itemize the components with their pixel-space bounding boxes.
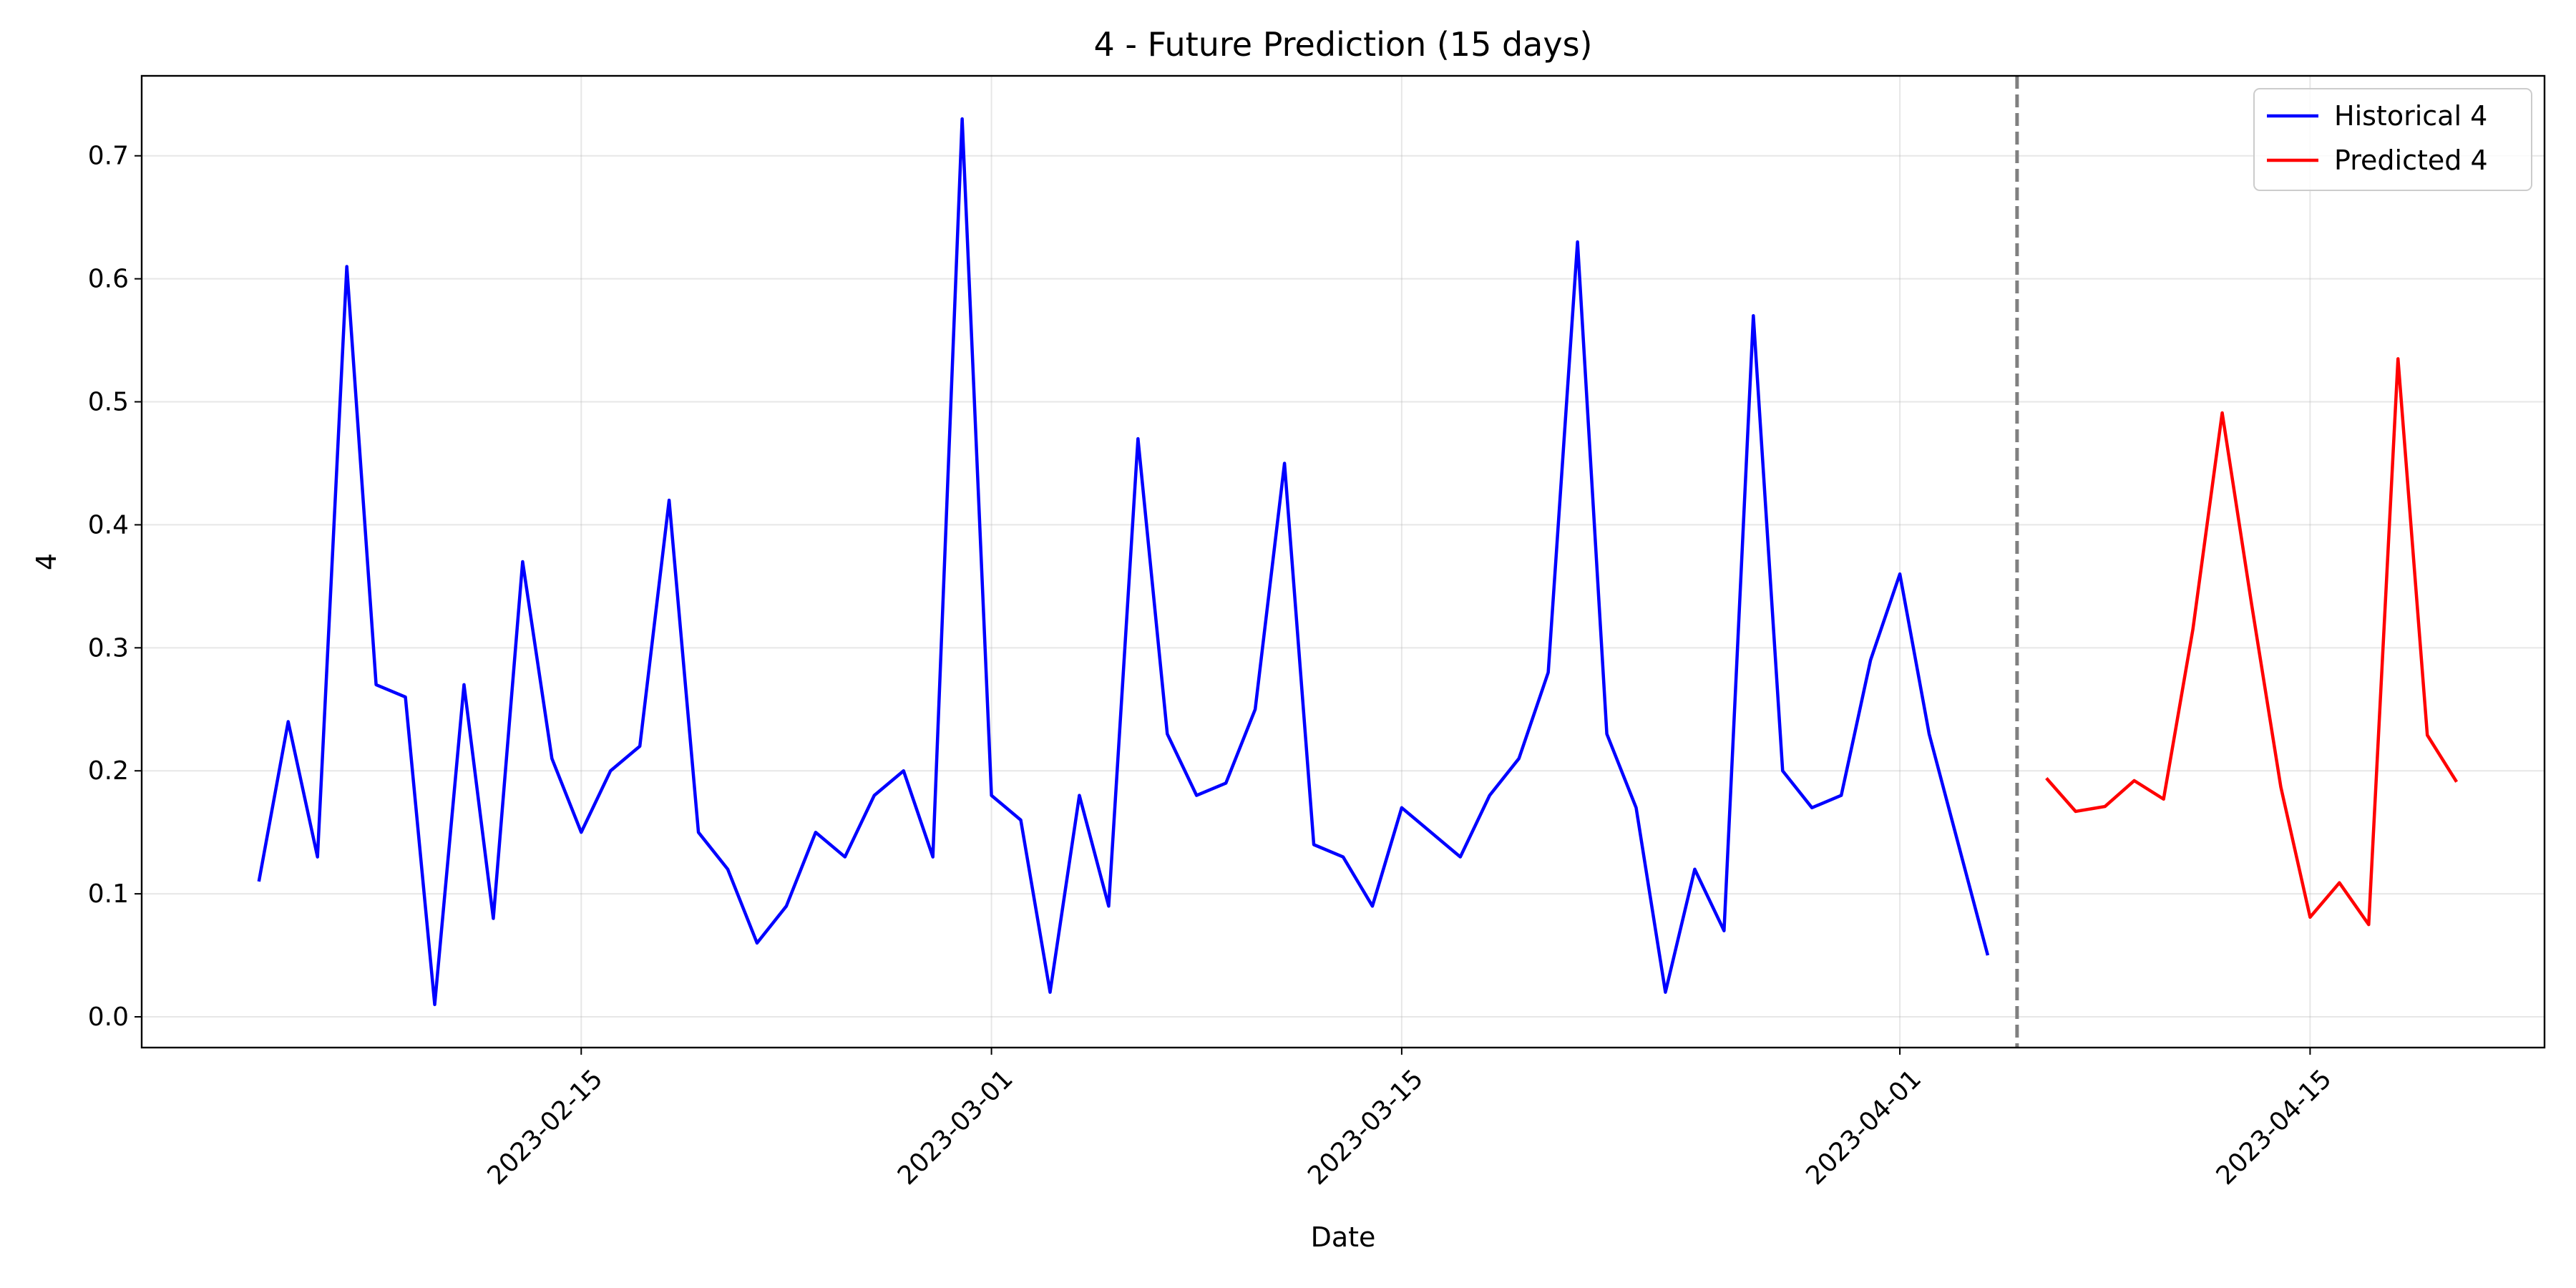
grid — [142, 76, 2545, 1048]
y-axis: 0.0 0.1 0.2 0.3 0.4 0.5 0.6 0.7 — [88, 142, 142, 1032]
chart-title: 4 - Future Prediction (15 days) — [1094, 25, 1593, 64]
y-tick-label: 0.3 — [88, 633, 129, 663]
y-tick-label: 0.2 — [88, 756, 129, 786]
x-axis-label: Date — [1311, 1221, 1376, 1253]
legend: Historical 4 Predicted 4 — [2253, 88, 2532, 191]
y-tick-label: 0.0 — [88, 1002, 129, 1032]
series-line — [257, 117, 1990, 1007]
series-line — [2045, 357, 2459, 927]
legend-box — [2253, 88, 2532, 191]
y-axis-label: 4 — [31, 553, 62, 570]
y-tick-label: 0.4 — [88, 510, 129, 540]
y-tick-label: 0.1 — [88, 879, 129, 909]
plot-frame — [140, 74, 2546, 1049]
series-lines — [257, 117, 2459, 1007]
y-tick-label: 0.5 — [88, 388, 129, 417]
legend-label: Predicted 4 — [2334, 145, 2488, 176]
legend-label: Historical 4 — [2334, 100, 2487, 132]
y-tick-label: 0.7 — [88, 142, 129, 171]
y-tick-label: 0.6 — [88, 265, 129, 294]
